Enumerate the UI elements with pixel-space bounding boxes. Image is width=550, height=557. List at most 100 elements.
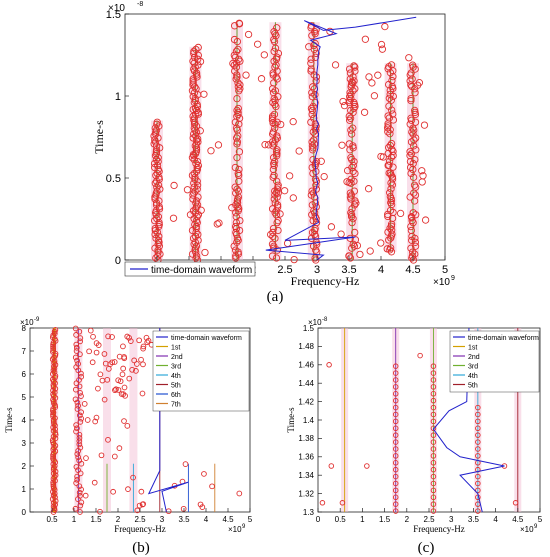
- data-point: [153, 169, 161, 178]
- data-point: [95, 385, 101, 392]
- data-point: [120, 391, 127, 397]
- data-point: [50, 466, 57, 473]
- data-point: [77, 351, 83, 358]
- data-point: [407, 226, 416, 235]
- x-tick-label: 5: [442, 264, 448, 276]
- data-point: [307, 191, 315, 199]
- data-point: [383, 245, 391, 253]
- data-point: [272, 254, 281, 262]
- data-point: [365, 73, 373, 81]
- data-point: [308, 187, 316, 195]
- data-point: [170, 181, 178, 190]
- data-point: [190, 240, 198, 248]
- data-point: [326, 362, 332, 368]
- data-point: [151, 179, 160, 187]
- data-point: [272, 188, 280, 197]
- data-point: [78, 415, 85, 422]
- data-point: [274, 181, 282, 189]
- track-shading: [103, 328, 111, 512]
- data-point: [77, 390, 83, 396]
- data-point: [407, 96, 415, 105]
- data-point: [307, 104, 316, 113]
- data-point: [348, 218, 356, 227]
- data-point: [274, 93, 282, 101]
- data-point: [410, 142, 418, 150]
- x-exponent: ×10: [520, 525, 534, 534]
- data-point: [234, 104, 242, 113]
- data-point: [276, 210, 284, 218]
- data-point: [384, 112, 392, 120]
- data-point: [50, 479, 57, 486]
- data-point: [312, 185, 320, 193]
- data-point: [392, 377, 399, 383]
- data-point: [408, 82, 416, 91]
- data-point: [78, 373, 85, 380]
- legend-label: 2nd: [171, 354, 183, 361]
- data-point: [140, 345, 146, 352]
- data-point: [350, 201, 359, 209]
- data-point: [244, 30, 253, 39]
- data-point: [311, 28, 319, 36]
- data-point: [73, 422, 79, 428]
- legend-label: 3rd: [468, 364, 478, 371]
- data-point: [72, 396, 79, 403]
- data-point: [415, 78, 424, 87]
- x-tick-label: 3: [314, 264, 320, 276]
- data-point: [311, 230, 319, 239]
- data-point: [97, 508, 103, 515]
- data-point: [190, 53, 199, 61]
- data-point: [77, 412, 83, 419]
- data-point: [392, 487, 399, 494]
- data-point: [430, 363, 437, 369]
- panel-c: 0 0.5 1 1.5 2 2.5 3 3.5 4 4.5 5 1.3 1.32 1.34 1.36 1.38…: [286, 317, 543, 556]
- x-tick-label: 5: [248, 515, 253, 524]
- data-point: [269, 232, 277, 241]
- data-point: [131, 357, 138, 364]
- data-point: [76, 483, 83, 490]
- x-exponent-power: 9: [451, 275, 455, 282]
- track-shading: [129, 328, 138, 512]
- legend-box: [449, 330, 540, 393]
- data-point: [272, 211, 280, 219]
- data-point: [192, 45, 200, 54]
- y-tick-label: 4: [22, 416, 27, 425]
- data-point: [72, 325, 79, 332]
- time-domain-waveform: [147, 328, 189, 513]
- data-point: [120, 343, 126, 350]
- x-tick-label: 4.5: [405, 264, 420, 276]
- data-point: [77, 444, 84, 451]
- data-point: [309, 83, 317, 91]
- data-point: [50, 418, 57, 425]
- data-point: [74, 399, 81, 406]
- legend-label: 4th: [171, 373, 181, 380]
- data-point: [116, 353, 123, 360]
- data-point: [290, 255, 298, 264]
- data-point: [389, 163, 397, 171]
- data-point: [199, 504, 206, 511]
- data-point: [127, 338, 134, 344]
- data-point: [388, 82, 396, 91]
- data-point: [408, 252, 417, 260]
- data-point: [113, 386, 119, 393]
- x-exponent-power: 9: [534, 524, 538, 530]
- data-point: [235, 165, 243, 174]
- data-point: [74, 406, 81, 412]
- x-exponent: ×10: [433, 277, 450, 288]
- data-point: [234, 195, 242, 203]
- data-point: [475, 480, 481, 487]
- data-point: [405, 54, 413, 62]
- data-point: [138, 356, 144, 363]
- data-point: [234, 108, 242, 117]
- data-point: [475, 432, 481, 438]
- data-point: [105, 436, 111, 443]
- data-point: [76, 328, 83, 335]
- data-point: [475, 487, 481, 494]
- data-point: [268, 114, 277, 122]
- data-point: [136, 337, 142, 344]
- data-point: [388, 181, 396, 189]
- x-tick-label: 0.5: [335, 515, 347, 524]
- data-point: [269, 119, 277, 127]
- data-point: [378, 45, 387, 53]
- data-point: [430, 501, 437, 507]
- data-point: [78, 486, 84, 493]
